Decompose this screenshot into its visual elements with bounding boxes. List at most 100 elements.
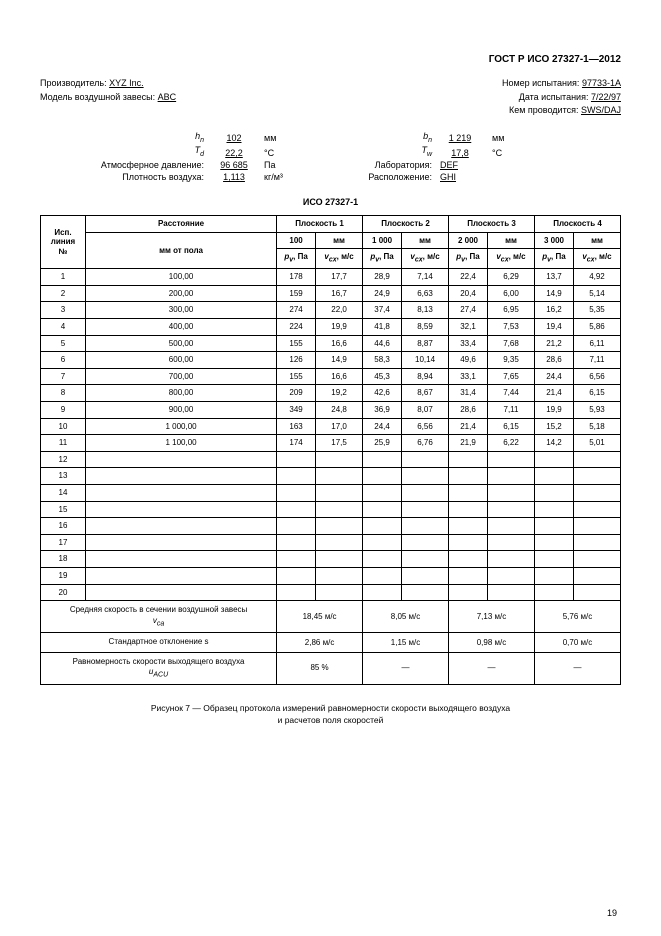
- table-cell: 8,59: [402, 319, 449, 336]
- p3-vcx: vcx, м/с: [488, 249, 535, 269]
- table-cell: 7,11: [573, 352, 620, 369]
- table-row: 7700,0015516,645,38,9433,17,6524,46,56: [41, 368, 621, 385]
- p2-vcx: vcx, м/с: [402, 249, 449, 269]
- model-value: ABC: [158, 92, 177, 102]
- table-cell: 2: [41, 285, 86, 302]
- table-cell: [573, 567, 620, 584]
- table-cell: 500,00: [86, 335, 277, 352]
- document-header: ГОСТ Р ИСО 27327-1—2012: [40, 54, 621, 65]
- table-cell: [402, 518, 449, 535]
- table-cell: [573, 534, 620, 551]
- table-row: 1100,0017817,728,97,1422,46,2913,74,92: [41, 269, 621, 286]
- model-label: Модель воздушной завесы:: [40, 92, 155, 102]
- table-cell: 19,9: [316, 319, 363, 336]
- table-cell: 12: [41, 451, 86, 468]
- table-cell: 100,00: [86, 269, 277, 286]
- table-cell: 6,76: [402, 435, 449, 452]
- table-cell: 20,4: [449, 285, 488, 302]
- col-plane1: Плоскость 1: [277, 216, 363, 233]
- table-cell: 31,4: [449, 385, 488, 402]
- table-cell: [573, 468, 620, 485]
- table-cell: 155: [277, 335, 316, 352]
- table-cell: [86, 567, 277, 584]
- table-cell: [316, 584, 363, 601]
- table-cell: [86, 468, 277, 485]
- table-cell: [402, 484, 449, 501]
- table-cell: [488, 534, 535, 551]
- table-cell: 349: [277, 402, 316, 419]
- table-cell: 1 100,00: [86, 435, 277, 452]
- col-plane4: Плоскость 4: [534, 216, 620, 233]
- table-row: 111 100,0017417,525,96,7621,96,2214,25,0…: [41, 435, 621, 452]
- table-cell: [488, 551, 535, 568]
- table-cell: 19,4: [534, 319, 573, 336]
- table-cell: 4: [41, 319, 86, 336]
- table-cell: 5,93: [573, 402, 620, 419]
- atm-value: 96 685: [214, 160, 254, 170]
- table-cell: [573, 484, 620, 501]
- table-cell: [363, 584, 402, 601]
- dens-label: Плотность воздуха:: [40, 171, 208, 183]
- table-cell: [402, 451, 449, 468]
- table-cell: 6: [41, 352, 86, 369]
- table-cell: [449, 501, 488, 518]
- table-cell: [402, 534, 449, 551]
- table-cell: [488, 584, 535, 601]
- test-no-label: Номер испытания:: [502, 78, 579, 88]
- table-cell: 33,1: [449, 368, 488, 385]
- table-cell: 8,94: [402, 368, 449, 385]
- table-cell: [316, 468, 363, 485]
- table-cell: 9,35: [488, 352, 535, 369]
- table-cell: [534, 501, 573, 518]
- table-row: 4400,0022419,941,88,5932,17,5319,45,86: [41, 319, 621, 336]
- table-cell: 37,4: [363, 302, 402, 319]
- table-cell: 11: [41, 435, 86, 452]
- col-mm-floor: мм от пола: [86, 232, 277, 269]
- table-cell: 8: [41, 385, 86, 402]
- mm-2: мм: [402, 232, 449, 249]
- table-cell: [488, 567, 535, 584]
- col-line-no: Исп.линия№: [41, 216, 86, 269]
- table-cell: 224: [277, 319, 316, 336]
- table-cell: 6,11: [573, 335, 620, 352]
- table-cell: 25,9: [363, 435, 402, 452]
- table-row: 5500,0015516,644,68,8733,47,6821,26,11: [41, 335, 621, 352]
- lab-label: Лаборатория:: [308, 159, 436, 171]
- table-cell: 16,6: [316, 335, 363, 352]
- table-cell: [449, 567, 488, 584]
- table-cell: [316, 534, 363, 551]
- table-cell: 42,6: [363, 385, 402, 402]
- table-cell: 21,9: [449, 435, 488, 452]
- table-cell: 7,44: [488, 385, 535, 402]
- table-cell: [86, 551, 277, 568]
- table-cell: 7,11: [488, 402, 535, 419]
- table-cell: 6,15: [488, 418, 535, 435]
- table-cell: 19,9: [534, 402, 573, 419]
- table-cell: 21,4: [534, 385, 573, 402]
- tw-unit: °C: [488, 144, 621, 159]
- table-cell: [402, 584, 449, 601]
- table-cell: 14,9: [534, 285, 573, 302]
- table-cell: 27,4: [449, 302, 488, 319]
- dens-unit: кг/м³: [260, 171, 308, 183]
- table-cell: 18: [41, 551, 86, 568]
- dens-value: 1,113: [214, 172, 254, 182]
- table-row: 12: [41, 451, 621, 468]
- table-cell: [449, 468, 488, 485]
- data-table: Исп.линия№ Расстояние Плоскость 1 Плоско…: [40, 215, 621, 685]
- table-cell: 16,6: [316, 368, 363, 385]
- table-cell: 22,0: [316, 302, 363, 319]
- table-cell: [534, 567, 573, 584]
- loc-label: Расположение:: [308, 171, 436, 183]
- table-cell: [363, 567, 402, 584]
- p1-vcx: vcx, м/с: [316, 249, 363, 269]
- table-cell: 19,2: [316, 385, 363, 402]
- table-cell: 163: [277, 418, 316, 435]
- table-cell: 8,67: [402, 385, 449, 402]
- table-cell: [449, 484, 488, 501]
- tested-by-value: SWS/DAJ: [581, 105, 621, 115]
- table-cell: [534, 451, 573, 468]
- p2-dist: 1 000: [363, 232, 402, 249]
- table-cell: 5: [41, 335, 86, 352]
- table-cell: 200,00: [86, 285, 277, 302]
